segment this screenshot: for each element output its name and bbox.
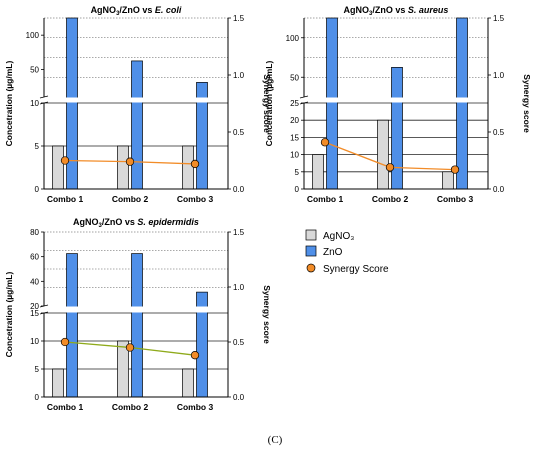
y-axis-label: Concetration (µg/mL)	[4, 272, 14, 358]
axis-break	[38, 97, 234, 103]
legend-swatch-agno3	[305, 229, 317, 241]
y-tick-label: 10	[30, 99, 39, 108]
y-tick-label: 10	[30, 337, 39, 346]
synergy-point	[385, 163, 395, 172]
legend-label: AgNO₃	[323, 231, 354, 242]
synergy-point	[60, 156, 70, 165]
chart-panel-1: AgNO3/ZnO vs E. coli 0 5 10 50 100 0.0 0.5 1.0 1.…	[4, 5, 272, 204]
y-tick-label: 50	[30, 66, 39, 75]
y-tick-label: 15	[290, 133, 299, 142]
legend-label: Synergy Score	[323, 264, 389, 275]
figure-caption: (C)	[267, 434, 283, 446]
synergy-point	[125, 343, 135, 352]
bar-zno	[66, 253, 78, 398]
break-mark	[39, 95, 49, 99]
bar-agno3	[442, 171, 454, 190]
bar-agno3	[182, 368, 194, 398]
y-tick-label: 0	[35, 185, 40, 194]
y-tick-label: 60	[30, 253, 39, 262]
y2-tick-label: 1.0	[493, 71, 505, 80]
synergy-point	[60, 337, 70, 347]
legend-label: ZnO	[323, 247, 343, 258]
y-tick-label: 100	[286, 34, 300, 43]
bar-zno	[456, 17, 468, 190]
chart-panel-2: AgNO3/ZnO vs S. aureus 0 5 10 15 20 25 50 100 0.0…	[264, 5, 532, 204]
y2-tick-label: 1.5	[493, 14, 505, 23]
synergy-point	[190, 159, 200, 169]
bar-agno3	[312, 154, 324, 190]
bar-zno	[391, 67, 403, 190]
x-tick-label: Combo 2	[372, 194, 409, 204]
axis-break	[298, 97, 494, 103]
y2-tick-label: 1.0	[233, 283, 245, 292]
y-tick-label: 100	[26, 31, 40, 40]
x-tick-label: Combo 3	[437, 194, 474, 204]
legend-swatch-synergy	[306, 263, 316, 273]
bar-zno	[131, 60, 143, 190]
y-tick-label: 5	[35, 142, 40, 151]
x-tick-label: Combo 3	[177, 194, 214, 204]
y2-axis-label: Synergy score	[262, 285, 272, 344]
break-mark	[299, 95, 309, 99]
y-tick-label: 20	[30, 302, 39, 311]
y2-tick-label: 0.5	[233, 338, 245, 347]
chart-title: AgNO3/ZnO vs E. coli	[91, 5, 182, 17]
y-tick-label: 25	[290, 99, 299, 108]
y2-tick-label: 1.5	[233, 14, 245, 23]
y-tick-label: 0	[295, 185, 300, 194]
y2-tick-label: 0.0	[233, 185, 245, 194]
legend-swatch-zno	[305, 245, 317, 257]
bar-agno3	[52, 145, 64, 190]
synergy-point	[320, 138, 330, 147]
x-tick-label: Combo 3	[177, 402, 214, 412]
x-tick-label: Combo 2	[112, 194, 149, 204]
bar-agno3	[117, 145, 129, 190]
y-tick-label: 5	[35, 365, 40, 374]
y-tick-label: 80	[30, 228, 39, 237]
synergy-point	[125, 157, 135, 166]
legend: AgNO₃ ZnO Synergy Score	[305, 229, 389, 275]
y-axis-label: Concetration (µg/mL)	[264, 61, 274, 147]
x-tick-label: Combo 1	[47, 402, 84, 412]
x-tick-label: Combo 2	[112, 402, 149, 412]
y-tick-label: 20	[290, 116, 299, 125]
y-tick-label: 15	[30, 309, 39, 318]
bar-agno3	[52, 368, 64, 398]
y2-tick-label: 1.5	[233, 228, 245, 237]
y2-tick-label: 0.0	[493, 185, 505, 194]
y-tick-label: 40	[30, 277, 39, 286]
y2-axis-label: Synergy score	[262, 74, 272, 133]
bar-zno	[66, 17, 78, 190]
y2-tick-label: 0.5	[493, 128, 505, 137]
y2-axis-label: Synergy score	[522, 74, 532, 133]
bar-agno3	[377, 119, 389, 190]
y2-tick-label: 0.5	[233, 128, 245, 137]
y2-tick-label: 0.0	[233, 393, 245, 402]
y-axis-label: Concetration (µg/mL)	[4, 61, 14, 147]
x-tick-label: Combo 1	[307, 194, 344, 204]
synergy-point	[450, 165, 460, 174]
x-tick-label: Combo 1	[47, 194, 84, 204]
y-tick-label: 10	[290, 151, 299, 160]
bar-zno	[131, 253, 143, 398]
axis-break	[38, 306, 234, 313]
y-tick-label: 50	[290, 73, 299, 82]
bar-agno3	[182, 145, 194, 190]
y-tick-label: 5	[295, 168, 300, 177]
chart-title: AgNO3/ZnO vs S. aureus	[344, 5, 449, 17]
y2-tick-label: 1.0	[233, 71, 245, 80]
synergy-point	[190, 351, 200, 360]
y-tick-label: 0	[35, 393, 40, 402]
chart-title: AgNO3/ZnO vs S. epidermidis	[73, 217, 199, 229]
bar-zno	[326, 17, 338, 190]
